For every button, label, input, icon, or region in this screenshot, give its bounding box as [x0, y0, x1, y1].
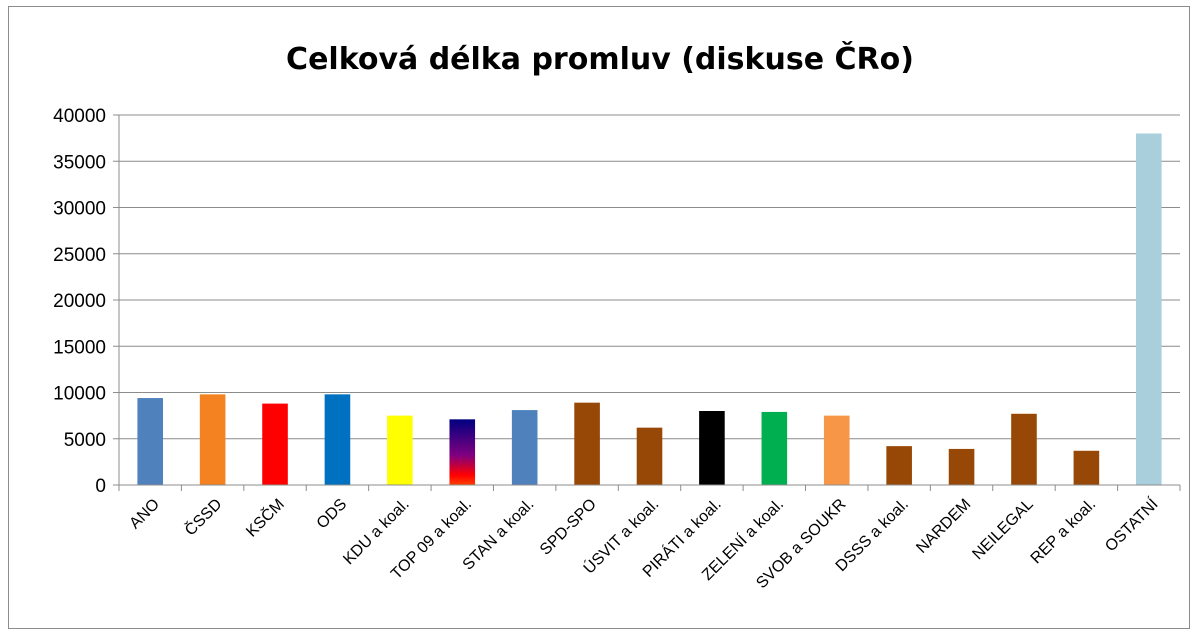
- category-label: OSTATNÍ: [1101, 494, 1162, 555]
- bar: [574, 402, 600, 485]
- category-label: KSČM: [242, 494, 288, 540]
- bar: [262, 403, 288, 485]
- bar: [699, 411, 725, 485]
- y-tick-label: 30000: [53, 199, 106, 220]
- y-tick-label: 5000: [64, 430, 106, 451]
- bar: [449, 419, 476, 485]
- bar: [636, 427, 663, 485]
- chart-frame: [8, 6, 1190, 629]
- bar: [511, 410, 538, 485]
- category-label: ANO: [126, 496, 163, 533]
- bar: [1135, 133, 1162, 485]
- bar: [823, 415, 850, 485]
- bar: [137, 398, 164, 485]
- category-label: ČSSD: [181, 494, 226, 539]
- category-label: NEILEGAL: [969, 496, 1036, 563]
- y-tick-label: 15000: [53, 337, 106, 358]
- bar: [948, 448, 975, 485]
- bar: [1073, 450, 1100, 485]
- chart-title: Celková délka promluv (diskuse ČRo): [286, 42, 914, 77]
- y-tick-label: 10000: [53, 384, 106, 405]
- y-axis: 0 5000 10000 15000 20000 25000 30000 35000 40000: [53, 106, 120, 497]
- y-tick-label: 20000: [53, 291, 106, 312]
- y-tick-label: 35000: [53, 152, 106, 173]
- bar: [199, 394, 226, 485]
- bar: [324, 394, 351, 485]
- y-tick-label: 0: [95, 476, 106, 497]
- category-label: REP a koal.: [1028, 496, 1100, 568]
- bar: [886, 446, 912, 485]
- category-label: ODS: [314, 496, 351, 533]
- bar: [387, 415, 413, 485]
- y-tick-label: 25000: [53, 245, 106, 266]
- bars: [137, 133, 1162, 485]
- gridlines: [113, 114, 1180, 486]
- bar: [761, 411, 788, 485]
- category-label: NARDEM: [913, 496, 974, 557]
- y-tick-label: 40000: [53, 106, 106, 127]
- bar: [1011, 413, 1037, 485]
- category-label: SPD-SPO: [537, 496, 600, 559]
